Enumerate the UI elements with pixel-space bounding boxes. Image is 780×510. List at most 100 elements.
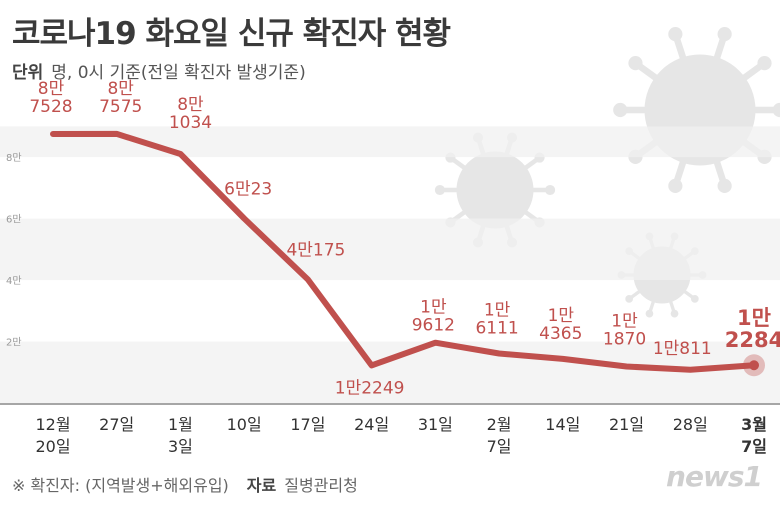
x-tick-line: 17일 — [290, 415, 325, 434]
virus-large — [613, 27, 780, 193]
data-label: 1만 4365 — [539, 306, 582, 344]
data-label-line: 4365 — [539, 324, 582, 344]
data-label-line: 7575 — [99, 97, 142, 117]
x-tick-line: 10일 — [227, 415, 262, 434]
virus-spike-tip — [545, 184, 556, 196]
virus-spike-tip — [690, 295, 699, 303]
data-label-line: 1870 — [603, 330, 646, 350]
y-tick-label: 2만 — [6, 337, 22, 349]
data-label-line: 1만 — [548, 306, 575, 326]
x-tick-label: 14일 — [545, 415, 580, 434]
x-tick-label: 28일 — [673, 415, 708, 434]
virus-spike-tip — [772, 102, 780, 118]
x-tick-line: 2월 — [487, 415, 512, 434]
footnote: ※ 확진자: (지역발생+해외유입) 자료 질병관리청 — [12, 472, 358, 496]
grid-bands — [0, 126, 780, 403]
grid-band — [0, 218, 780, 281]
x-tick-line: 21일 — [609, 415, 644, 434]
virus-spike-tip — [717, 27, 732, 42]
virus-spike-tip — [434, 184, 445, 196]
source-name: 질병관리청 — [284, 476, 358, 495]
series-line — [50, 130, 757, 373]
data-label-line: 7528 — [29, 97, 72, 117]
x-tick-line: 27일 — [99, 415, 134, 434]
virus-spike-tip — [717, 178, 732, 193]
data-points — [743, 354, 765, 377]
data-label-line: 8만 — [38, 79, 65, 99]
data-label: 1만 1870 — [603, 312, 646, 350]
data-label-line: 8만 — [177, 95, 204, 115]
x-tick-label: 24일 — [354, 415, 389, 434]
virus-spike-tip — [668, 178, 683, 193]
x-tick-line: 3일 — [168, 437, 193, 456]
data-label-line: 1034 — [169, 113, 212, 133]
news1-logo: news1 — [666, 460, 763, 493]
data-label-line: 1만811 — [653, 339, 712, 359]
virus-spike-tip — [625, 295, 634, 303]
x-tick-line: 24일 — [354, 415, 389, 434]
data-label: 6만23 — [224, 180, 272, 200]
data-label: 1만 2284 — [725, 306, 780, 352]
x-tick-label: 27일 — [99, 415, 134, 434]
data-label: 1만2249 — [335, 378, 405, 398]
x-tick-line: 7일 — [741, 437, 767, 456]
virus-spike-tip — [668, 27, 683, 42]
footnote-text: ※ 확진자: (지역발생+해외유입) — [12, 476, 229, 495]
virus-spike-tip — [628, 56, 643, 71]
virus-spike-tip — [613, 102, 628, 118]
data-label-line: 8만 — [107, 79, 134, 99]
x-tick-line: 7일 — [487, 437, 512, 456]
unit-text: 명, 0시 기준(전일 확진자 발생기준) — [51, 63, 306, 83]
y-tick-label: 4만 — [6, 275, 22, 287]
x-tick-line: 1월 — [168, 415, 193, 434]
x-tick-label: 12월 20일 — [35, 415, 70, 456]
virus-spike-tip — [645, 309, 654, 318]
x-tick-line: 28일 — [673, 415, 708, 434]
data-label-line: 1만 — [420, 298, 447, 318]
x-tick-label: 10일 — [227, 415, 262, 434]
x-tick-line: 31일 — [418, 415, 453, 434]
x-tick-label: 1월 3일 — [168, 415, 193, 456]
data-label-line: 1만 — [611, 312, 638, 332]
y-tick-label: 8만 — [6, 152, 22, 164]
virus-body — [456, 151, 534, 229]
data-label-line: 4만175 — [286, 241, 345, 261]
data-label-line: 6만23 — [224, 180, 272, 200]
chart-title: 코로나19 화요일 신규 확진자 현황 — [12, 16, 451, 52]
virus-spike-tip — [670, 309, 679, 318]
unit-note: 단위 명, 0시 기준(전일 확진자 발생기준) — [12, 58, 306, 83]
grid-band — [0, 126, 780, 158]
virus-spike-tip — [757, 56, 772, 71]
data-label-line: 1만2249 — [335, 378, 405, 398]
x-tick-label: 3월 7일 — [741, 415, 767, 456]
data-label: 1만 9612 — [412, 298, 455, 336]
x-tick-label: 31일 — [418, 415, 453, 434]
data-label: 8만 7575 — [99, 79, 142, 117]
data-label-line: 1만 — [484, 300, 511, 320]
source-label: 자료 — [246, 476, 277, 495]
data-label-line: 6111 — [475, 318, 518, 338]
data-label: 8만 7528 — [29, 79, 72, 117]
unit-label: 단위 — [12, 63, 44, 83]
data-label-line: 2284 — [725, 328, 780, 352]
data-label-line: 9612 — [412, 316, 455, 336]
x-tick-label: 2월 7일 — [487, 415, 512, 456]
y-tick-label: 6만 — [6, 214, 22, 226]
x-tick-line: 14일 — [545, 415, 580, 434]
x-tick-line: 20일 — [35, 437, 70, 456]
x-tick-label: 17일 — [290, 415, 325, 434]
x-tick-line: 3월 — [741, 415, 767, 434]
data-label-line: 1만 — [737, 306, 771, 330]
data-label: 4만175 — [286, 241, 345, 261]
y-axis-ticks: 2만 4만 6만 8만 — [6, 152, 22, 348]
data-label: 8만 1034 — [169, 95, 212, 133]
data-label: 1만 6111 — [475, 300, 518, 338]
grid-band — [0, 341, 780, 403]
x-tick-label: 21일 — [609, 415, 644, 434]
data-label: 1만811 — [653, 339, 712, 359]
x-tick-line: 12월 — [35, 415, 70, 434]
highlight-point — [749, 360, 759, 371]
